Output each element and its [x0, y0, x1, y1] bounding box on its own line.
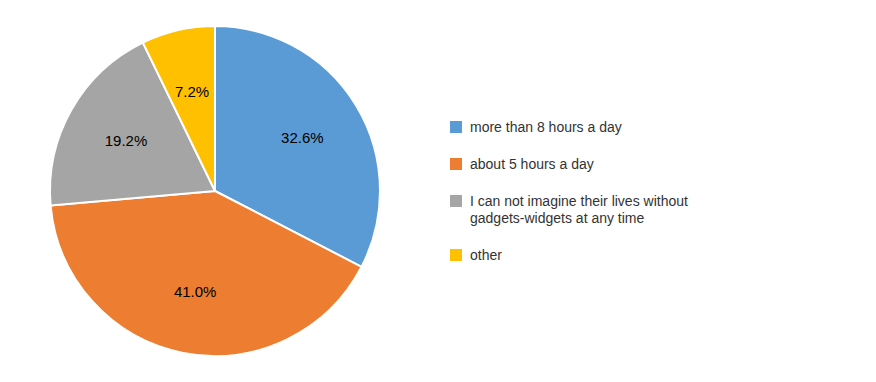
legend-label: I can not imagine their lives withoutgad…	[470, 193, 688, 226]
data-label: 7.2%	[175, 83, 209, 100]
pie-slices	[50, 26, 380, 356]
legend-label: other	[470, 247, 502, 263]
data-label: 32.6%	[281, 129, 324, 146]
legend: more than 8 hours a day about 5 hours a d…	[450, 119, 688, 263]
data-label: 41.0%	[174, 283, 217, 300]
pie-slice	[143, 26, 215, 191]
data-labels: 32.6% 41.0% 19.2% 7.2%	[105, 83, 324, 300]
legend-swatch	[450, 195, 462, 207]
pie-slice	[51, 191, 362, 356]
legend-swatch	[450, 121, 462, 133]
legend-label: more than 8 hours a day	[470, 119, 622, 135]
data-label: 19.2%	[105, 132, 148, 149]
chart-svg: 32.6% 41.0% 19.2% 7.2% more than 8 hours a d…	[0, 0, 876, 382]
legend-swatch	[450, 249, 462, 261]
legend-label: about 5 hours a day	[470, 156, 594, 172]
legend-swatch	[450, 158, 462, 170]
chart-container: 32.6% 41.0% 19.2% 7.2% more than 8 hours a d…	[0, 0, 876, 382]
